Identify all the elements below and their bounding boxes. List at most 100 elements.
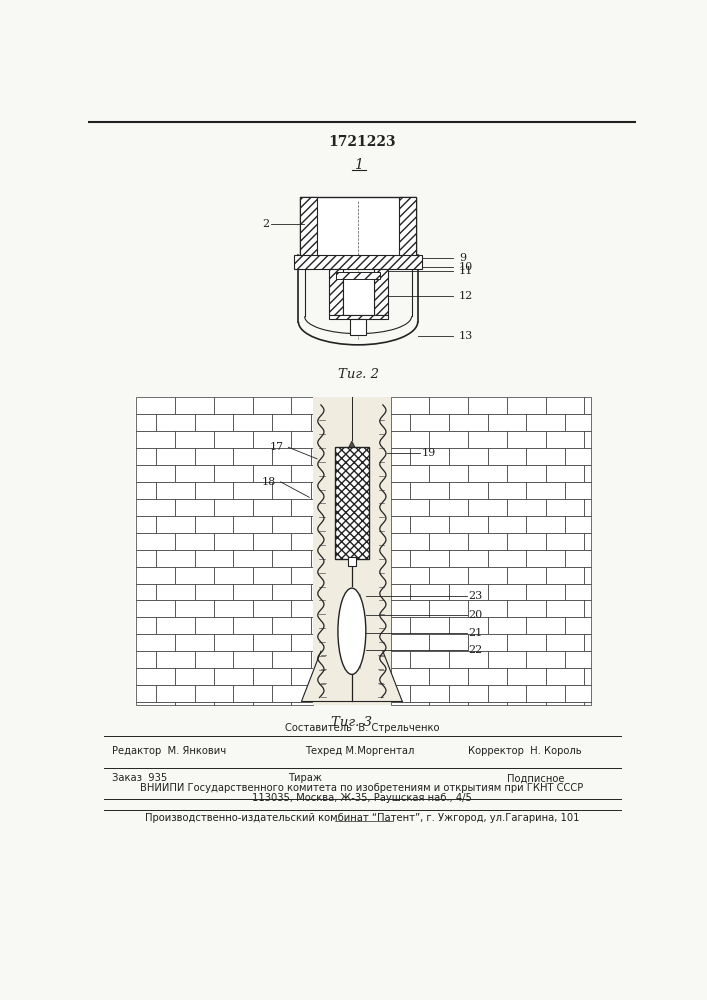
Bar	[300, 197, 317, 262]
Bar	[410, 584, 449, 600]
Bar	[214, 634, 252, 651]
Bar	[233, 414, 272, 431]
Bar	[468, 634, 507, 651]
Bar	[526, 448, 565, 465]
Bar	[429, 431, 468, 448]
Bar	[272, 482, 311, 499]
Bar	[233, 685, 272, 702]
Bar	[468, 702, 507, 705]
Bar	[391, 448, 410, 465]
Bar	[391, 533, 429, 550]
Ellipse shape	[338, 588, 366, 674]
Bar	[272, 516, 311, 533]
Bar	[391, 465, 429, 482]
Bar	[175, 431, 214, 448]
Text: 17: 17	[269, 442, 284, 452]
Bar	[399, 197, 416, 262]
Bar	[585, 533, 590, 550]
Bar	[291, 600, 313, 617]
Bar	[194, 448, 233, 465]
Bar	[565, 584, 590, 600]
Text: 18: 18	[262, 477, 276, 487]
Bar	[311, 584, 313, 600]
Bar	[343, 275, 373, 315]
Bar	[291, 533, 313, 550]
Bar	[507, 600, 546, 617]
Bar	[136, 414, 156, 431]
Bar	[526, 414, 565, 431]
Bar	[449, 550, 488, 567]
Bar	[136, 600, 175, 617]
Bar	[175, 397, 214, 414]
Bar	[252, 702, 291, 705]
Bar	[565, 617, 590, 634]
Bar	[546, 533, 585, 550]
Bar	[391, 482, 410, 499]
Bar	[429, 499, 468, 516]
Bar	[311, 617, 313, 634]
Bar	[507, 431, 546, 448]
Bar	[565, 651, 590, 668]
Bar	[233, 584, 272, 600]
Bar	[136, 584, 156, 600]
Bar	[410, 516, 449, 533]
Text: 13: 13	[459, 331, 473, 341]
Bar	[391, 431, 429, 448]
Bar	[488, 482, 526, 499]
Bar	[252, 397, 291, 414]
Bar	[233, 550, 272, 567]
Polygon shape	[301, 651, 402, 701]
Bar	[507, 499, 546, 516]
Bar	[546, 567, 585, 584]
Text: 11: 11	[459, 266, 473, 276]
Bar	[391, 651, 410, 668]
Bar	[311, 651, 313, 668]
Bar	[272, 414, 311, 431]
Text: Τиг. 3: Τиг. 3	[332, 716, 373, 729]
Bar	[214, 499, 252, 516]
Bar	[449, 617, 488, 634]
Bar	[175, 567, 214, 584]
Bar	[449, 448, 488, 465]
Bar	[449, 414, 488, 431]
Bar	[585, 702, 590, 705]
Bar	[391, 634, 429, 651]
Bar	[156, 448, 194, 465]
Bar	[410, 685, 449, 702]
Bar	[272, 550, 311, 567]
Bar	[175, 634, 214, 651]
Bar	[311, 482, 313, 499]
Bar	[391, 668, 429, 685]
Bar	[136, 617, 156, 634]
Bar	[585, 634, 590, 651]
Bar	[175, 499, 214, 516]
Bar	[214, 431, 252, 448]
Bar	[214, 567, 252, 584]
Text: 1721223: 1721223	[328, 135, 396, 149]
Bar	[291, 499, 313, 516]
Bar	[449, 685, 488, 702]
Bar	[391, 397, 429, 414]
Bar	[136, 550, 156, 567]
Bar	[429, 702, 468, 705]
Bar	[329, 269, 343, 315]
Bar	[391, 567, 429, 584]
Bar	[311, 550, 313, 567]
Text: 20: 20	[468, 610, 482, 620]
Bar	[291, 634, 313, 651]
Bar	[214, 600, 252, 617]
Bar	[488, 414, 526, 431]
Bar	[468, 431, 507, 448]
Bar	[156, 584, 194, 600]
Bar	[291, 431, 313, 448]
Bar	[488, 685, 526, 702]
Text: 2: 2	[262, 219, 269, 229]
Bar	[175, 465, 214, 482]
Bar	[429, 533, 468, 550]
Bar	[468, 668, 507, 685]
Bar	[546, 397, 585, 414]
Bar	[507, 567, 546, 584]
Text: Тираж: Тираж	[288, 773, 322, 783]
Bar	[429, 634, 468, 651]
Bar	[585, 567, 590, 584]
